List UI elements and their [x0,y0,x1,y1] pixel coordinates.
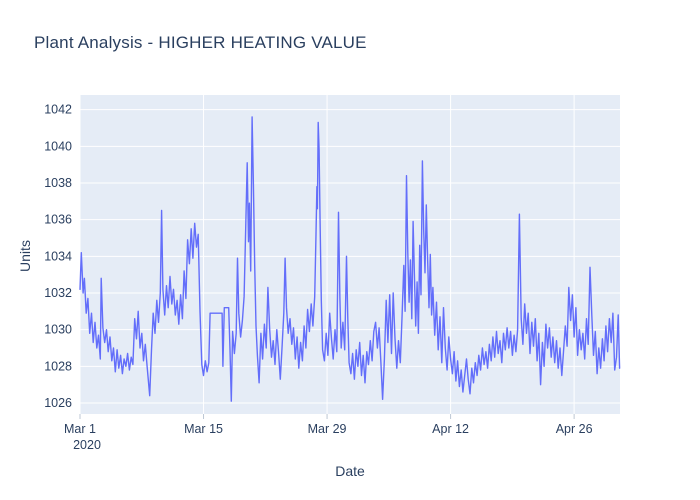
chart-title: Plant Analysis - HIGHER HEATING VALUE [34,33,367,52]
y-tick-label: 1038 [44,176,72,190]
x-tick-label: Mar 15 [184,422,223,436]
x-axis-title: Date [335,463,365,479]
x-tick-year-label: 2020 [73,438,101,452]
y-tick-label: 1040 [44,139,72,153]
y-tick-label: 1028 [44,359,72,373]
x-tick-label: Mar 29 [308,422,347,436]
y-tick-label: 1034 [44,249,72,263]
x-tick-label: Apr 12 [432,422,469,436]
x-tick-label: Mar 1 [64,422,96,436]
x-tick-label: Apr 26 [556,422,593,436]
y-tick-label: 1032 [44,286,72,300]
y-tick-label: 1026 [44,396,72,410]
y-tick-label: 1036 [44,213,72,227]
y-tick-label: 1030 [44,323,72,337]
plot-background [80,95,620,414]
series-line[interactable] [79,116,621,402]
y-tick-label: 1042 [44,103,72,117]
y-axis-title: Units [17,240,33,272]
